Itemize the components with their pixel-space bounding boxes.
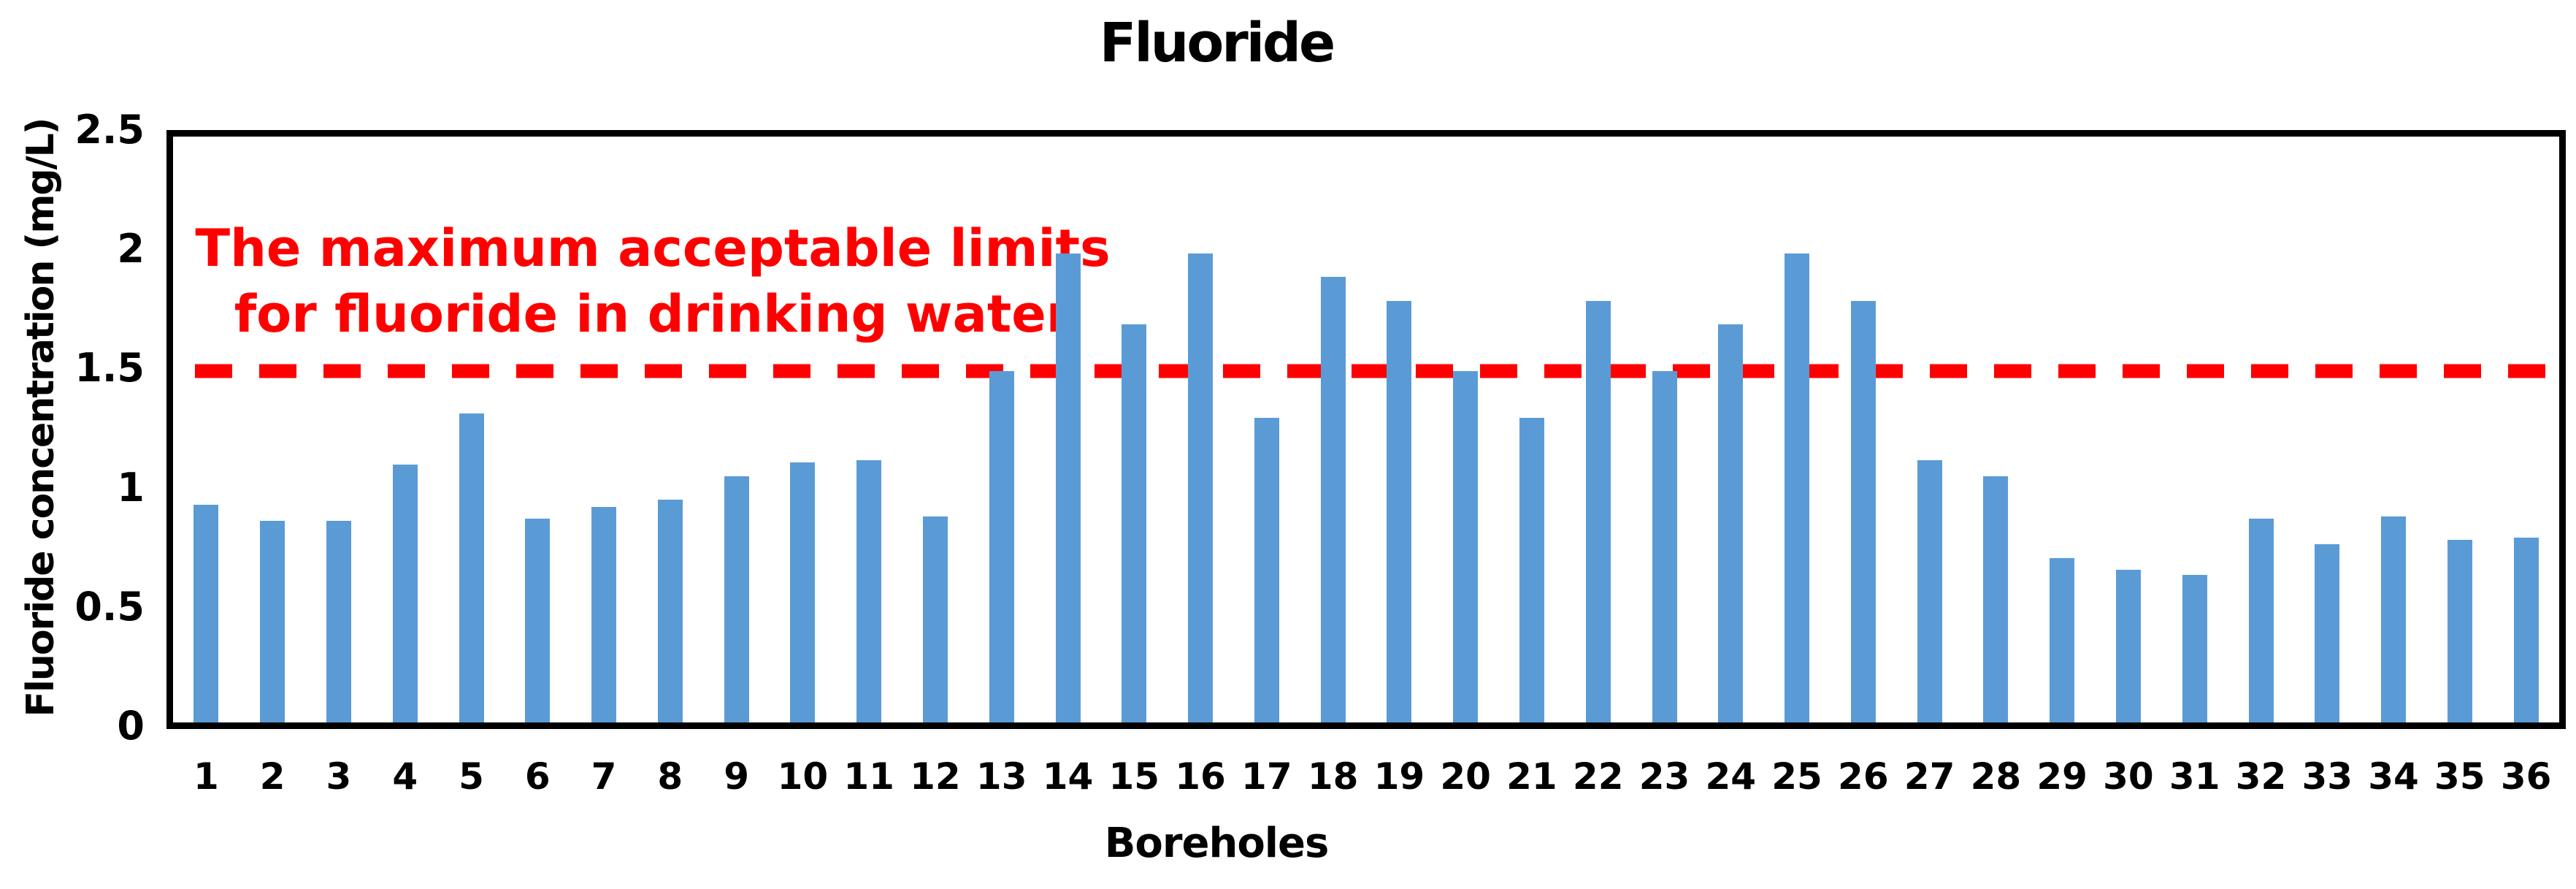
bar-26 xyxy=(1850,300,1876,722)
x-tick-label-21: 21 xyxy=(1506,755,1557,798)
bar-20 xyxy=(1453,370,1479,722)
x-tick-label-27: 27 xyxy=(1904,755,1955,798)
chart-title: Fluoride xyxy=(1099,12,1335,75)
x-tick-label-14: 14 xyxy=(1042,755,1094,798)
bar-3 xyxy=(326,521,351,722)
x-tick-label-11: 11 xyxy=(843,755,894,798)
x-tick-label-16: 16 xyxy=(1175,755,1226,798)
x-tick-label-6: 6 xyxy=(524,755,551,798)
bar-2 xyxy=(260,521,285,722)
bar-22 xyxy=(1585,300,1611,722)
bar-33 xyxy=(2315,544,2340,722)
bar-32 xyxy=(2248,518,2274,722)
y-tick-label-1.5: 1.5 xyxy=(74,345,145,392)
x-tick-label-30: 30 xyxy=(2103,755,2154,798)
x-tick-label-7: 7 xyxy=(591,755,617,798)
threshold-annotation-line2: for fluoride in drinking water xyxy=(234,284,1072,344)
bars-container xyxy=(173,137,2559,722)
bar-28 xyxy=(1983,476,2009,722)
x-tick-label-9: 9 xyxy=(724,755,750,798)
bar-12 xyxy=(922,516,948,722)
x-tick-label-5: 5 xyxy=(459,755,484,798)
x-tick-label-13: 13 xyxy=(975,755,1027,798)
x-tick-label-34: 34 xyxy=(2368,755,2419,798)
bar-17 xyxy=(1254,417,1279,722)
x-tick-label-32: 32 xyxy=(2235,755,2287,798)
x-tick-label-26: 26 xyxy=(1838,755,1889,798)
bar-30 xyxy=(2115,570,2141,722)
y-tick-label-1: 1 xyxy=(117,464,145,511)
bar-4 xyxy=(392,465,418,722)
bar-9 xyxy=(724,476,749,722)
x-tick-label-3: 3 xyxy=(326,755,352,798)
bar-19 xyxy=(1387,300,1412,722)
x-tick-label-10: 10 xyxy=(777,755,829,798)
threshold-line xyxy=(195,364,2553,378)
y-tick-label-2.5: 2.5 xyxy=(74,107,145,153)
bar-35 xyxy=(2447,539,2472,722)
x-tick-label-2: 2 xyxy=(259,755,285,798)
x-tick-label-31: 31 xyxy=(2169,755,2220,798)
threshold-annotation: The maximum acceptable limits for fluori… xyxy=(182,215,1124,347)
bar-23 xyxy=(1652,370,1677,722)
bar-11 xyxy=(856,459,882,722)
bar-10 xyxy=(790,462,816,722)
bar-8 xyxy=(657,500,683,722)
x-tick-label-29: 29 xyxy=(2036,755,2088,798)
x-tick-label-33: 33 xyxy=(2301,755,2353,798)
x-tick-label-20: 20 xyxy=(1440,755,1491,798)
plot-area: The maximum acceptable limits for fluori… xyxy=(166,130,2566,729)
x-tick-label-4: 4 xyxy=(392,755,418,798)
x-tick-label-1: 1 xyxy=(193,755,219,798)
x-axis-title: Boreholes xyxy=(1104,820,1330,867)
x-tick-label-18: 18 xyxy=(1307,755,1359,798)
bar-14 xyxy=(1055,253,1081,722)
x-tick-label-17: 17 xyxy=(1241,755,1292,798)
bar-18 xyxy=(1320,277,1346,722)
y-tick-label-2: 2 xyxy=(117,226,145,272)
bar-16 xyxy=(1188,253,1214,722)
bar-1 xyxy=(193,504,219,722)
bar-15 xyxy=(1122,324,1147,722)
x-tick-label-35: 35 xyxy=(2434,755,2485,798)
x-tick-label-19: 19 xyxy=(1373,755,1425,798)
bar-21 xyxy=(1519,417,1544,722)
x-tick-label-23: 23 xyxy=(1638,755,1690,798)
x-tick-label-8: 8 xyxy=(657,755,683,798)
bar-29 xyxy=(2050,558,2075,722)
bar-7 xyxy=(591,506,617,722)
x-axis-ticks: 1 2 3 4 5 6 7 8 9 10 11 12 13 14 15 16 17 18 19 20 21 22 23 24 2… xyxy=(173,758,2559,805)
bar-13 xyxy=(989,370,1014,722)
x-tick-label-15: 15 xyxy=(1108,755,1160,798)
x-tick-label-36: 36 xyxy=(2500,755,2552,798)
x-tick-label-25: 25 xyxy=(1771,755,1822,798)
x-tick-label-12: 12 xyxy=(910,755,961,798)
bar-34 xyxy=(2381,516,2407,722)
x-tick-label-22: 22 xyxy=(1572,755,1624,798)
bar-27 xyxy=(1917,459,1942,722)
bar-25 xyxy=(1785,253,1810,722)
threshold-annotation-line1: The maximum acceptable limits xyxy=(195,218,1111,278)
bar-6 xyxy=(525,518,551,722)
x-tick-label-24: 24 xyxy=(1705,755,1757,798)
bar-5 xyxy=(459,413,484,722)
bar-24 xyxy=(1718,324,1744,722)
bar-36 xyxy=(2513,537,2539,722)
y-tick-label-0: 0 xyxy=(117,703,145,749)
y-tick-label-0.5: 0.5 xyxy=(74,583,145,630)
y-axis-ticks: 0 0.5 1 1.5 2 2.5 xyxy=(0,110,145,746)
bar-31 xyxy=(2182,574,2207,722)
x-tick-label-28: 28 xyxy=(1970,755,2022,798)
